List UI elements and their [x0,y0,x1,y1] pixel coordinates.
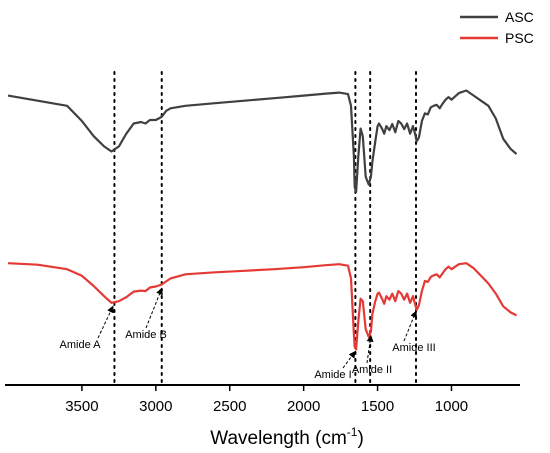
series-line-asc [7,89,518,194]
x-axis-label: Wavelength (cm-1) [210,425,364,449]
x-tick-label: 3000 [139,398,172,415]
annotation-arrow [403,310,417,342]
annotation-label: Amide III [392,342,435,354]
x-tick-label: 1000 [435,398,468,415]
series-line-psc [7,262,517,351]
annotation-arrow [97,305,114,339]
x-tick-label: 2500 [213,398,246,415]
x-axis-label-main: Wavelength (cm [210,428,347,449]
annotation-arrow [145,287,163,329]
x-ticks: 3500 3000 2500 2000 1500 1000 [65,385,468,415]
annotation-arrow [342,350,356,369]
annotation-label: Amide B [125,329,167,341]
x-axis-label-superscript: -1 [347,425,358,439]
annotation-label: Amide I [314,369,351,381]
legend-label-psc: PSC [505,30,534,46]
x-tick-label: 2000 [287,398,320,415]
x-tick-label: 3500 [65,398,98,415]
series-layer [7,89,518,351]
x-tick-label: 1500 [361,398,394,415]
legend-label-asc: ASC [505,9,534,25]
annotation-label: Amide II [352,364,392,376]
legend: ASC PSC [460,9,534,46]
x-axis-label-close: ) [357,428,363,449]
annotation-arrow [366,334,374,364]
annotation-label: Amide A [60,339,102,351]
